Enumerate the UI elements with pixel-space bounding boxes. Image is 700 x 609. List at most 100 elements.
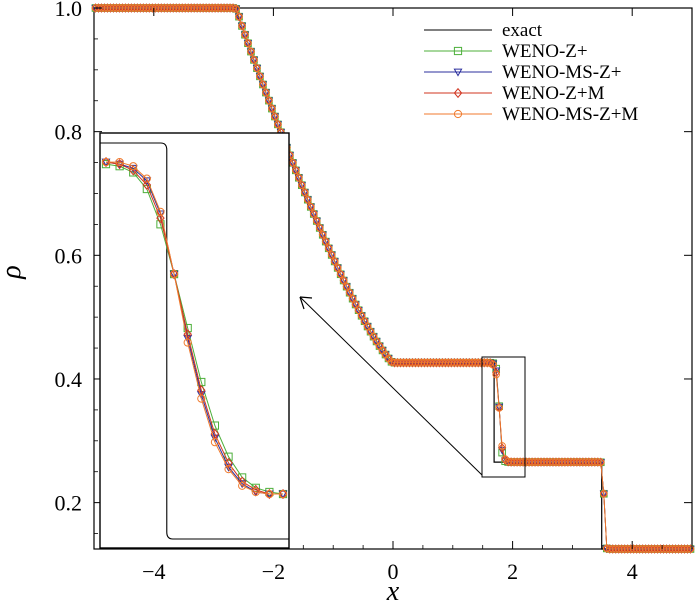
data-point <box>396 357 405 368</box>
data-point <box>585 458 593 466</box>
data-point <box>229 3 237 13</box>
data-point <box>531 457 539 467</box>
data-point <box>211 3 220 13</box>
data-point <box>109 4 118 12</box>
data-point <box>315 224 324 233</box>
data-point <box>223 3 232 13</box>
data-point <box>295 173 303 182</box>
data-point <box>674 544 683 554</box>
data-point <box>420 358 429 367</box>
data-point <box>459 358 468 367</box>
data-point <box>441 358 450 367</box>
data-point <box>686 544 695 554</box>
inset-exact-line <box>100 142 289 540</box>
data-point <box>438 357 447 368</box>
data-point <box>573 458 581 466</box>
data-point <box>390 357 399 368</box>
data-point <box>205 3 214 13</box>
data-point <box>256 72 264 81</box>
inset-series-line <box>105 163 284 495</box>
data-point <box>312 216 321 226</box>
data-point <box>569 457 578 467</box>
data-point <box>220 3 229 13</box>
data-point <box>232 4 240 14</box>
data-point <box>193 3 202 13</box>
data-point <box>570 458 578 466</box>
data-point <box>504 457 513 467</box>
data-point <box>253 63 261 73</box>
data-point <box>668 545 677 553</box>
data-point <box>208 4 216 12</box>
data-point <box>270 111 279 122</box>
data-point <box>97 3 106 13</box>
data-point <box>537 457 545 467</box>
data-point <box>477 357 486 368</box>
inset-data-point <box>129 162 138 171</box>
data-point <box>552 457 560 467</box>
data-point <box>112 3 121 13</box>
data-point <box>148 3 157 13</box>
data-point <box>635 544 644 554</box>
data-point <box>426 358 435 367</box>
data-point <box>312 217 321 225</box>
data-point <box>525 457 533 467</box>
legend-marker <box>453 109 463 119</box>
data-point <box>590 457 599 467</box>
data-point <box>516 457 525 467</box>
data-point <box>226 3 234 13</box>
data-point <box>429 358 438 367</box>
data-point <box>641 545 650 553</box>
data-point <box>163 4 172 12</box>
data-point <box>608 545 617 553</box>
data-point <box>357 312 366 321</box>
data-point <box>602 543 611 554</box>
data-point <box>465 357 474 368</box>
data-point <box>561 458 569 466</box>
data-point <box>157 3 166 13</box>
data-point <box>190 4 198 12</box>
data-point <box>498 443 507 453</box>
data-point <box>402 357 411 368</box>
data-point <box>492 370 500 379</box>
data-point <box>306 203 315 212</box>
x-tick-label: −2 <box>262 559 285 584</box>
legend: exactWENO-Z+WENO-MS-Z+WENO-Z+MWENO-MS-Z+… <box>424 20 638 125</box>
y-tick-label: 0.6 <box>55 243 83 268</box>
zoom-arrow-line <box>299 296 483 476</box>
data-point <box>246 48 256 56</box>
data-point <box>271 112 279 121</box>
x-tick-label: 2 <box>507 559 518 584</box>
y-axis-ticks: 0.2 0.4 0.6 0.8 1.0 <box>55 0 692 534</box>
data-point <box>599 489 608 498</box>
data-point <box>151 3 160 13</box>
data-point <box>309 210 318 218</box>
data-point <box>360 318 369 326</box>
data-point <box>244 39 252 48</box>
data-point <box>507 457 516 467</box>
x-axis-ticks: −4 −2 0 2 4 <box>93 8 693 584</box>
data-point <box>546 458 554 466</box>
data-point <box>321 236 330 247</box>
data-point <box>333 264 342 272</box>
inset-zoom <box>99 132 290 549</box>
data-point <box>653 545 662 553</box>
y-tick-label: 1.0 <box>55 0 83 21</box>
data-point <box>333 264 342 273</box>
data-point <box>444 358 453 367</box>
data-point <box>605 545 614 553</box>
data-point <box>594 458 602 466</box>
data-point <box>220 4 228 12</box>
data-point <box>273 121 283 129</box>
data-point <box>450 358 459 367</box>
data-point <box>444 357 453 368</box>
data-point <box>261 89 271 97</box>
data-point <box>253 64 261 72</box>
data-point <box>456 357 465 368</box>
data-point <box>91 3 100 13</box>
data-point <box>336 271 345 279</box>
data-point <box>450 357 459 368</box>
data-point <box>214 3 223 13</box>
data-point <box>154 3 163 13</box>
data-point <box>202 4 210 12</box>
data-point <box>133 3 142 13</box>
